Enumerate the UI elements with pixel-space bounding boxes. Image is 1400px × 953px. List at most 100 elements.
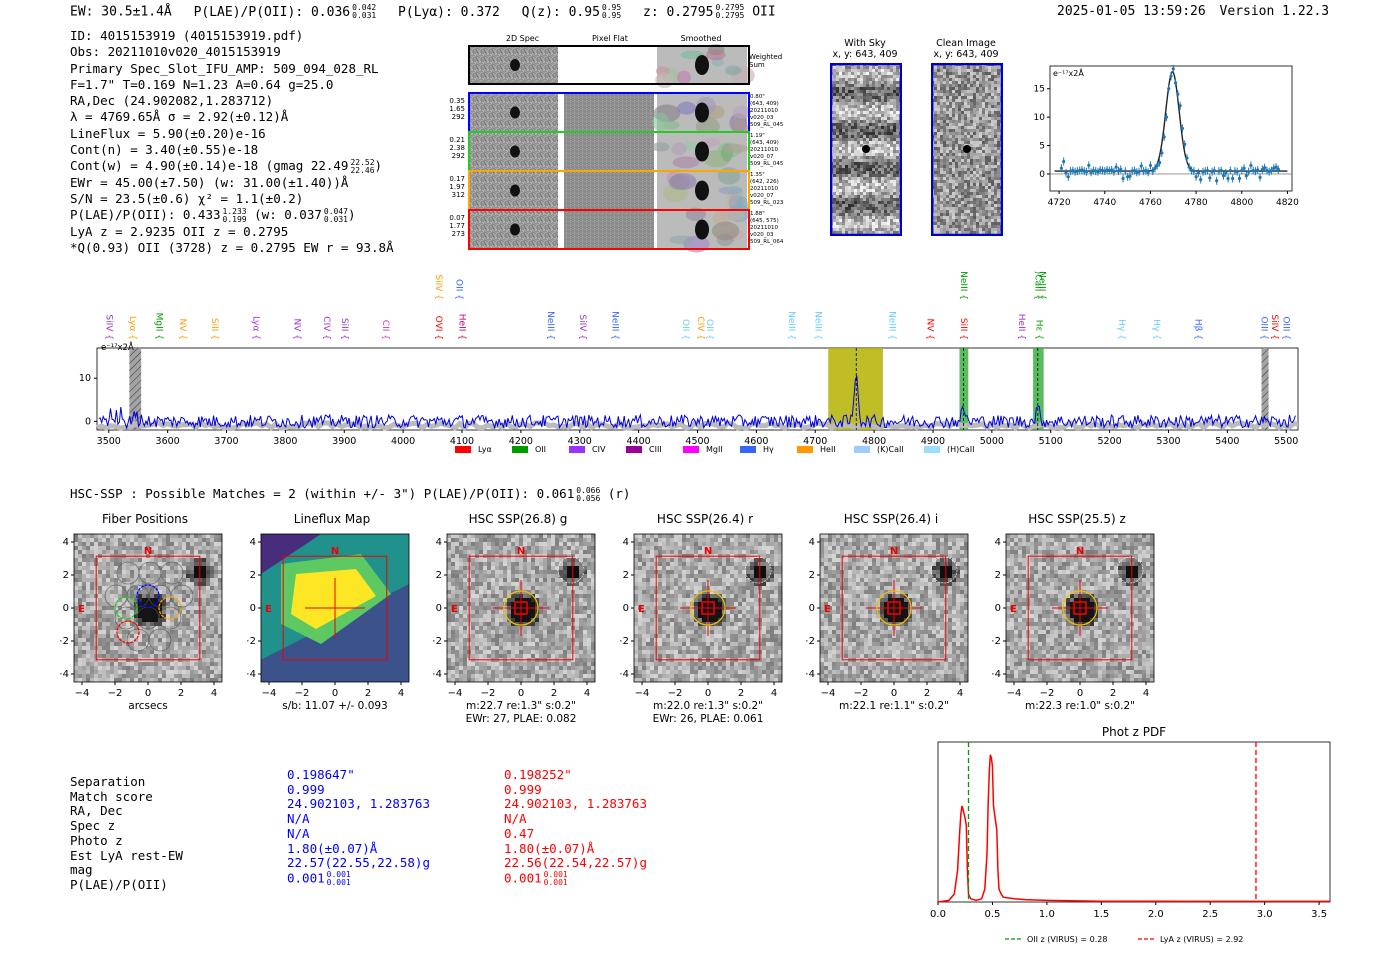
- sky-pixel: [940, 117, 943, 120]
- sky-pixel: [872, 186, 875, 189]
- sky-pixel: [857, 138, 860, 141]
- sky-pixel: [848, 84, 851, 87]
- sky-pixel: [878, 189, 881, 192]
- cutout-pixel: [78, 642, 82, 646]
- cutout-pixel: [86, 558, 90, 562]
- sky-pixel: [949, 153, 952, 156]
- cutout-pixel: [142, 534, 146, 538]
- sky-pixel: [887, 99, 890, 102]
- sky-pixel: [863, 177, 866, 180]
- sky-pixel: [896, 144, 899, 147]
- east-label: E: [265, 604, 272, 615]
- sky-pixel: [875, 120, 878, 123]
- sky-pixel: [881, 132, 884, 135]
- spec-row-3-smoothed-blob: [718, 186, 743, 195]
- cutout-xtick-label: −4: [262, 688, 277, 699]
- cutout-pixel: [154, 650, 158, 654]
- sky-pixel: [863, 123, 866, 126]
- sky-pixel: [860, 129, 863, 132]
- sky-pixel: [875, 216, 878, 219]
- sky-pixel: [988, 150, 991, 153]
- sky-pixel: [833, 162, 836, 165]
- cutout-pixel: [190, 606, 194, 610]
- sky-pixel: [934, 210, 937, 213]
- cutout-pixel: [162, 666, 166, 670]
- sky-pixel: [946, 159, 949, 162]
- cutout-pixel: [206, 650, 210, 654]
- cutout-pixel: [130, 626, 134, 630]
- sky-pixel: [979, 219, 982, 222]
- cutout-pixel: [122, 582, 126, 586]
- zoom-xtick-label: 4780: [1185, 198, 1208, 208]
- cutout-pixel: [150, 602, 154, 606]
- sky-pixel: [869, 66, 872, 69]
- cutout-pixel: [86, 562, 90, 566]
- zoom-data-point: [1226, 176, 1230, 181]
- sky-pixel: [973, 198, 976, 201]
- sky-pixel: [988, 81, 991, 84]
- cutout-pixel: [535, 550, 539, 554]
- sky-pixel: [997, 138, 1000, 141]
- cutout-pixel: [126, 670, 130, 674]
- hsc-plae-lo: 0.056: [576, 493, 601, 503]
- sky-pixel: [964, 135, 967, 138]
- sky-pixel: [961, 213, 964, 216]
- sky-pixel: [866, 66, 869, 69]
- sky-pixel: [994, 141, 997, 144]
- sky-pixel: [967, 99, 970, 102]
- sky-pixel: [967, 183, 970, 186]
- sky-pixel: [839, 213, 842, 216]
- sky-pixel: [949, 84, 952, 87]
- sky-pixel: [854, 162, 857, 165]
- sky-pixel: [860, 78, 863, 81]
- cutout-pixel: [154, 590, 158, 594]
- cutout-pixel: [591, 550, 595, 554]
- cutout-pixel: [178, 594, 182, 598]
- sky-pixel: [887, 129, 890, 132]
- sky-pixel: [934, 216, 937, 219]
- sky-pixel: [994, 186, 997, 189]
- sky-pixel: [869, 207, 872, 210]
- cutout-pixel: [114, 622, 118, 626]
- sky-pixel: [851, 189, 854, 192]
- sky-pixel: [979, 222, 982, 225]
- spec-row-right-1: 0.80" (643, 409) 20211010 v020_03 509_RL_045: [750, 94, 783, 129]
- cutout-pixel: [471, 558, 475, 562]
- sky-pixel: [985, 120, 988, 123]
- sky-pixel: [884, 189, 887, 192]
- cutout-pixel: [487, 546, 491, 550]
- cutout-pixel: [182, 550, 186, 554]
- sky-pixel: [985, 102, 988, 105]
- cutout-pixel: [210, 590, 214, 594]
- cutout-pixel: [78, 650, 82, 654]
- cutout-pixel: [134, 558, 138, 562]
- cutout-pixel: [174, 594, 178, 598]
- sky-pixel: [866, 123, 869, 126]
- sky-pixel: [857, 90, 860, 93]
- sky-pixel: [982, 75, 985, 78]
- sky-pixel: [970, 105, 973, 108]
- cutout-pixel: [190, 634, 194, 638]
- sky-pixel: [878, 108, 881, 111]
- zoom-data-point: [1157, 160, 1162, 165]
- spec-row-meta: 509_RL_064: [750, 239, 784, 245]
- cutout-pixel: [78, 618, 82, 622]
- sky-pixel: [884, 84, 887, 87]
- sky-pixel: [970, 135, 973, 138]
- sky-pixel: [884, 222, 887, 225]
- sky-pixel: [994, 156, 997, 159]
- cutout-pixel: [194, 654, 198, 658]
- zoom-data-point: [1173, 81, 1178, 85]
- qz-upper: 0.95: [601, 3, 622, 12]
- sky-pixel: [946, 210, 949, 213]
- cutout-pixel: [182, 674, 186, 678]
- sky-pixel: [985, 90, 988, 93]
- cutout-pixel: [166, 614, 170, 618]
- cutout-pixel: [106, 566, 110, 570]
- sky-pixel: [970, 78, 973, 81]
- sky-pixel: [985, 171, 988, 174]
- cutout-pixel: [146, 538, 150, 542]
- cutout-pixel: [210, 650, 214, 654]
- sky-pixel: [934, 69, 937, 72]
- sky-pixel: [878, 225, 881, 228]
